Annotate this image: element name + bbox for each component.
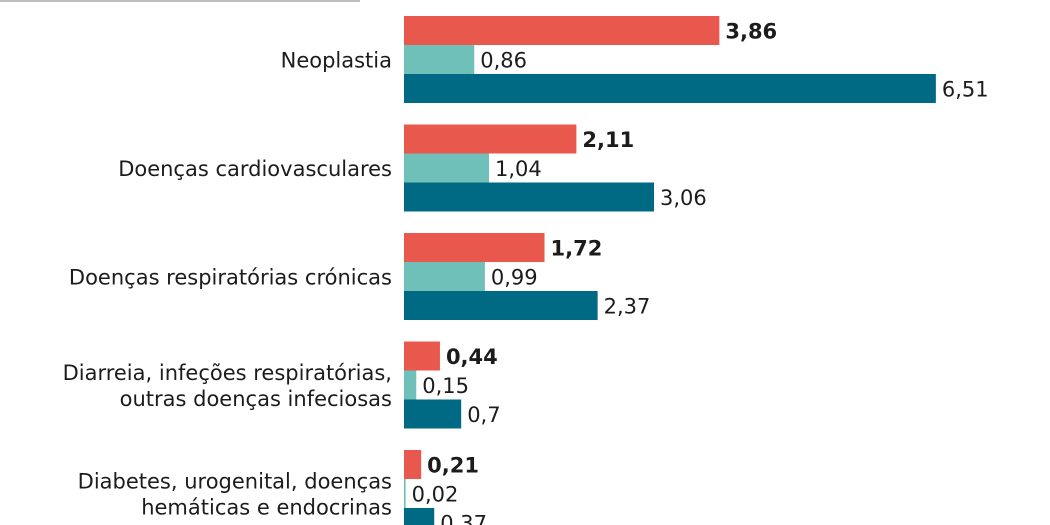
value-label-4-1: 0,02 (412, 483, 459, 507)
top-rule (0, 0, 360, 2)
value-label-3-0: 0,44 (446, 345, 498, 369)
value-label-2-1: 0,99 (491, 266, 538, 290)
bar-0-1 (404, 45, 475, 74)
bar-2-2 (404, 291, 598, 320)
bar-4-0 (404, 450, 422, 479)
bar-4-1 (404, 479, 406, 508)
value-label-0-0: 3,86 (725, 20, 777, 44)
bar-0-2 (404, 74, 936, 103)
bar-3-2 (404, 399, 462, 429)
category-label-0-0: Neoplastia (281, 49, 392, 73)
bar-3-1 (404, 370, 417, 400)
value-label-2-0: 1,72 (551, 237, 603, 261)
value-label-4-0: 0,21 (427, 454, 479, 478)
category-label-2-0: Doenças respiratórias crónicas (69, 266, 392, 290)
value-label-0-1: 0,86 (480, 49, 527, 73)
bar-2-1 (404, 262, 485, 291)
category-label-3-1: outras doenças infeciosas (120, 387, 392, 411)
bar-1-1 (404, 153, 489, 183)
value-label-4-2: 0,37 (440, 512, 487, 525)
value-label-2-2: 2,37 (604, 295, 651, 319)
value-label-1-0: 2,11 (582, 128, 634, 152)
category-label-1-0: Doenças cardiovasculares (118, 157, 392, 181)
value-label-0-2: 6,51 (942, 78, 989, 102)
bar-4-2 (404, 508, 435, 525)
value-label-1-2: 3,06 (660, 186, 707, 210)
bar-2-0 (404, 233, 545, 262)
value-label-3-1: 0,15 (422, 374, 469, 398)
bar-1-2 (404, 182, 655, 212)
bar-0-0 (404, 16, 720, 45)
category-label-4-0: Diabetes, urogenital, doenças (78, 470, 392, 494)
value-label-3-2: 0,7 (467, 403, 500, 427)
category-label-3-0: Diarreia, infeções respiratórias, (63, 361, 392, 385)
value-label-1-1: 1,04 (495, 157, 542, 181)
bar-1-0 (404, 124, 577, 154)
bar-3-0 (404, 341, 440, 371)
category-label-4-1: hemáticas e endocrinas (141, 496, 392, 520)
